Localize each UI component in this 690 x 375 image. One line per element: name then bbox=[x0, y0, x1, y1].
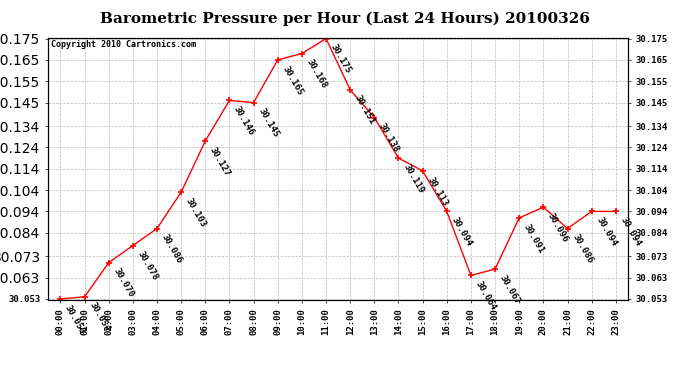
Text: 30.146: 30.146 bbox=[233, 105, 256, 137]
Text: 30.096: 30.096 bbox=[546, 211, 570, 244]
Text: 30.094: 30.094 bbox=[619, 216, 642, 248]
Text: 30.119: 30.119 bbox=[402, 162, 425, 195]
Text: 30.078: 30.078 bbox=[136, 250, 159, 282]
Text: Copyright 2010 Cartronics.com: Copyright 2010 Cartronics.com bbox=[51, 40, 196, 49]
Text: 30.168: 30.168 bbox=[305, 58, 328, 90]
Text: 30.064: 30.064 bbox=[474, 280, 497, 312]
Text: Barometric Pressure per Hour (Last 24 Hours) 20100326: Barometric Pressure per Hour (Last 24 Ho… bbox=[100, 11, 590, 26]
Text: 30.145: 30.145 bbox=[257, 107, 280, 139]
Text: 30.103: 30.103 bbox=[184, 196, 208, 229]
Text: 30.054: 30.054 bbox=[88, 301, 111, 333]
Text: 30.165: 30.165 bbox=[281, 64, 304, 96]
Text: 30.086: 30.086 bbox=[571, 232, 594, 265]
Text: 30.094: 30.094 bbox=[450, 216, 473, 248]
Text: 30.175: 30.175 bbox=[329, 43, 353, 75]
Text: 30.127: 30.127 bbox=[208, 145, 232, 178]
Text: 30.113: 30.113 bbox=[426, 175, 449, 207]
Text: 30.091: 30.091 bbox=[522, 222, 546, 254]
Text: 30.053: 30.053 bbox=[63, 303, 87, 336]
Text: 30.070: 30.070 bbox=[112, 267, 135, 299]
Text: 30.138: 30.138 bbox=[377, 122, 401, 154]
Text: 30.151: 30.151 bbox=[353, 94, 377, 126]
Text: 30.067: 30.067 bbox=[498, 273, 522, 306]
Text: 30.094: 30.094 bbox=[595, 216, 618, 248]
Text: 30.086: 30.086 bbox=[160, 232, 184, 265]
